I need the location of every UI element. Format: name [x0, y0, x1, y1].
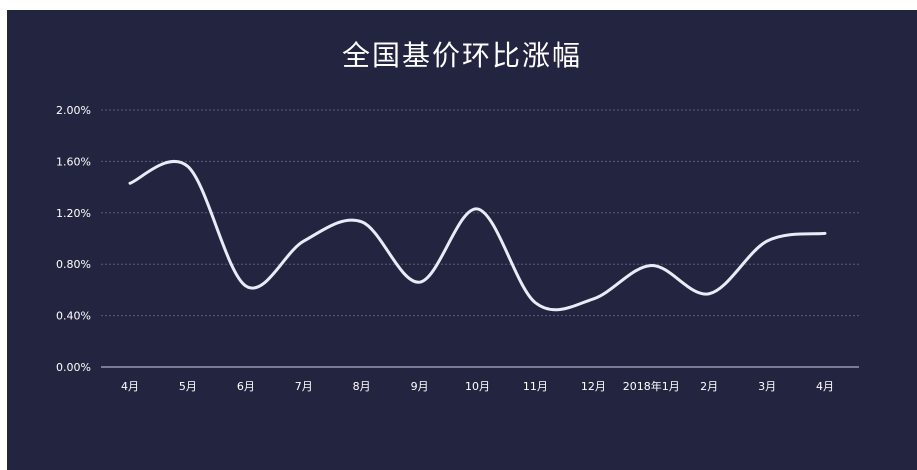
- y-tick-label: 0.80%: [56, 258, 91, 271]
- series-layer: [128, 159, 827, 312]
- x-tick-label: 11月: [523, 380, 548, 393]
- x-tick-label: 12月: [581, 380, 606, 393]
- chart-panel: 全国基价环比涨幅 0.00% 0.40% 0.80% 1.20% 1.60% 2.00% …: [7, 10, 917, 470]
- grid-lines: [101, 109, 859, 317]
- x-tick-label: 2018年1月: [623, 379, 680, 393]
- x-tick-label: 4月: [816, 380, 834, 393]
- x-tick-label: 2月: [700, 380, 718, 393]
- y-axis-ticks: 0.00% 0.40% 0.80% 1.20% 1.60% 2.00%: [56, 104, 91, 374]
- x-axis-ticks: 4月 5月 6月 7月 8月 9月 10月 11月 12月 2018年1月 2月 3月 4月: [121, 379, 834, 393]
- line-chart: 0.00% 0.40% 0.80% 1.20% 1.60% 2.00% 4月 5月 6月 7月 8…: [56, 104, 859, 393]
- y-tick-label: 0.00%: [56, 361, 91, 374]
- y-tick-label: 2.00%: [56, 104, 91, 117]
- chart-title: 全国基价环比涨幅: [341, 39, 582, 72]
- x-tick-label: 3月: [758, 380, 776, 393]
- y-tick-label: 1.20%: [56, 207, 91, 220]
- x-tick-label: 6月: [237, 380, 255, 393]
- x-tick-label: 10月: [465, 380, 490, 393]
- x-tick-label: 4月: [121, 380, 139, 393]
- y-tick-label: 1.60%: [56, 155, 91, 168]
- x-tick-label: 9月: [411, 380, 429, 393]
- series-line: [128, 159, 827, 312]
- x-tick-label: 7月: [295, 380, 313, 393]
- x-tick-label: 8月: [353, 380, 371, 393]
- y-tick-label: 0.40%: [56, 310, 91, 323]
- x-tick-label: 5月: [179, 380, 197, 393]
